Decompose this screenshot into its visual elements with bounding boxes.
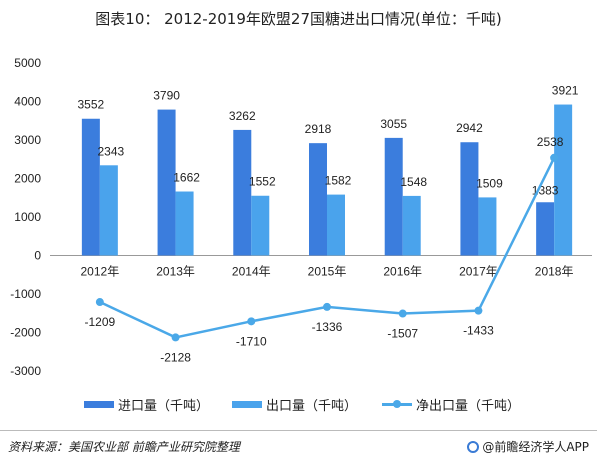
legend: 进口量（千吨） 出口量（千吨） 净出口量（千吨） — [0, 395, 597, 415]
bar-data-label: 3921 — [552, 84, 579, 98]
chart-title: 图表10： 2012-2019年欧盟27国糖进出口情况(单位：千吨) — [95, 10, 502, 28]
y-tick-label: 3000 — [14, 133, 41, 147]
bar — [478, 197, 497, 256]
bar-data-label: 1662 — [173, 171, 200, 185]
y-tick-label: -2000 — [10, 326, 41, 340]
net-export-point — [398, 309, 407, 318]
bar-data-label: 2343 — [98, 144, 125, 158]
footer-divider — [0, 430, 597, 431]
net-export-point — [474, 306, 483, 315]
net-export-point — [323, 302, 331, 311]
line-data-label: -1433 — [463, 324, 494, 338]
legend-item-export: 出口量（千吨） — [232, 395, 357, 414]
bar-data-label: 1582 — [325, 174, 352, 188]
bar — [99, 165, 118, 256]
net-export-point — [550, 153, 559, 162]
legend-swatch-export — [232, 401, 262, 408]
y-tick-label: -1000 — [10, 287, 41, 301]
brand-label-wrap: @前瞻经济学人APP — [467, 438, 589, 455]
bar — [327, 194, 345, 256]
bar — [81, 118, 100, 256]
bar-data-label: 3055 — [380, 117, 407, 131]
brand-label: @前瞻经济学人APP — [482, 440, 589, 454]
legend-swatch-net-export — [382, 400, 412, 408]
x-tick-label: 2016年 — [383, 265, 422, 279]
legend-swatch-import — [84, 401, 114, 408]
line-data-label: -1507 — [387, 327, 418, 341]
x-tick-label: 2018年 — [535, 265, 574, 279]
bar-data-label: 1509 — [476, 176, 503, 190]
line-data-label: 2538 — [537, 135, 564, 149]
legend-item-net-export: 净出口量（千吨） — [382, 395, 520, 414]
y-tick-label: 4000 — [14, 95, 41, 109]
bar — [402, 195, 421, 256]
brand-logo-icon — [467, 440, 480, 453]
bar — [157, 109, 176, 256]
x-tick-label: 2017年 — [459, 265, 498, 279]
bar — [554, 104, 573, 256]
bar-data-label: 1548 — [400, 175, 427, 189]
bar — [384, 137, 403, 256]
bar — [175, 191, 194, 256]
y-tick-label: 1000 — [14, 210, 41, 224]
y-tick-label: 0 — [34, 249, 41, 263]
bar-data-label: 1552 — [249, 175, 276, 189]
legend-item-import: 进口量（千吨） — [84, 395, 209, 414]
bar-data-label: 2942 — [456, 121, 483, 135]
x-tick-label: 2014年 — [232, 265, 271, 279]
bar-data-label: 2918 — [305, 122, 332, 136]
bar — [251, 195, 270, 256]
bar-data-label: 3552 — [78, 98, 105, 112]
y-tick-label: 5000 — [14, 56, 41, 70]
net-export-point — [95, 298, 104, 307]
bar-data-label: 3790 — [153, 89, 180, 103]
bar — [536, 202, 555, 256]
bar — [460, 142, 479, 256]
net-export-point — [247, 317, 256, 326]
bar-data-label: 3262 — [229, 109, 256, 123]
net-export-point — [171, 333, 180, 342]
line-data-label: -1209 — [85, 315, 116, 329]
y-tick-label: -3000 — [10, 364, 41, 378]
line-data-label: -1336 — [312, 320, 343, 334]
bar — [309, 143, 327, 256]
legend-label-import: 进口量（千吨） — [118, 399, 210, 414]
legend-label-export: 出口量（千吨） — [266, 399, 358, 414]
source-note: 资料来源：美国农业部 前瞻产业研究院整理 — [8, 440, 240, 454]
bar — [233, 129, 252, 256]
x-tick-label: 2013年 — [156, 265, 195, 279]
legend-label-net-export: 净出口量（千吨） — [416, 399, 521, 414]
line-data-label: -1710 — [236, 334, 267, 348]
line-data-label: -2128 — [160, 350, 191, 364]
x-tick-label: 2015年 — [308, 265, 347, 279]
x-tick-label: 2012年 — [81, 265, 120, 279]
y-tick-label: 2000 — [14, 172, 41, 186]
